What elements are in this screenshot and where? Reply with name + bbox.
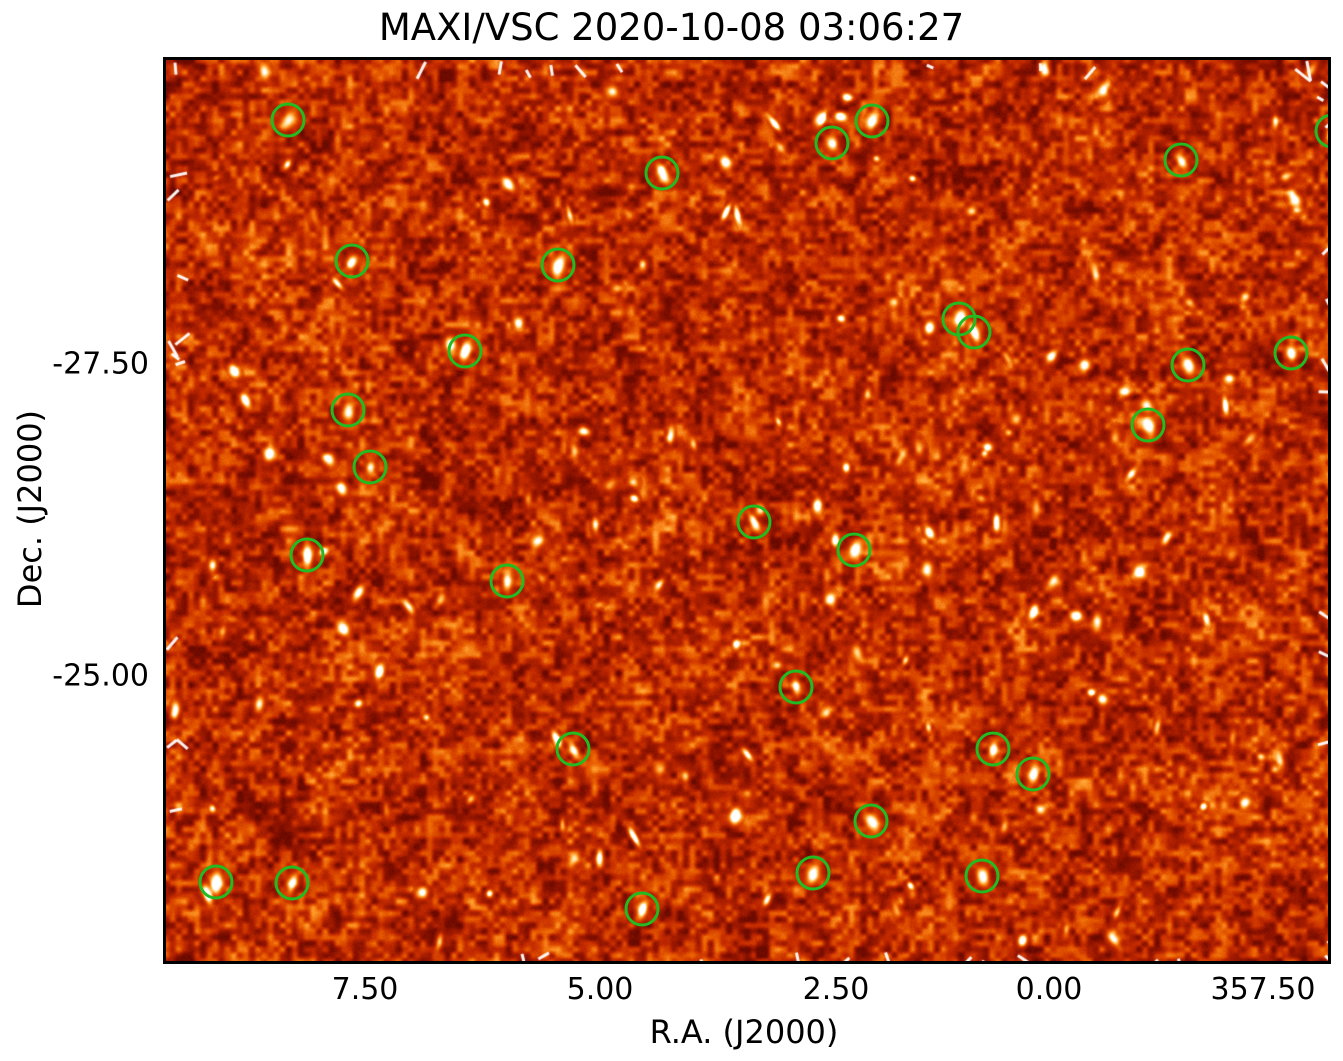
source-marker-circle[interactable]	[352, 449, 388, 485]
source-marker-circle[interactable]	[778, 669, 814, 705]
y-axis-label: Dec. (J2000)	[11, 409, 49, 609]
source-marker-circle[interactable]	[814, 125, 850, 161]
source-marker-circle[interactable]	[644, 155, 680, 191]
source-marker-circle[interactable]	[447, 333, 483, 369]
source-marker-circle[interactable]	[555, 731, 591, 767]
source-marker-circle[interactable]	[1163, 142, 1199, 178]
x-tick-label: 7.50	[331, 972, 399, 1007]
sky-image-canvas	[166, 60, 1328, 961]
source-marker-circle[interactable]	[854, 103, 890, 139]
source-marker-overlay	[198, 102, 1328, 927]
source-marker-circle[interactable]	[836, 532, 872, 568]
source-marker-circle[interactable]	[795, 855, 831, 891]
source-marker-circle[interactable]	[334, 243, 370, 279]
source-marker-circle[interactable]	[274, 865, 310, 901]
source-marker-circle[interactable]	[853, 803, 889, 839]
source-marker-circle[interactable]	[270, 102, 306, 138]
y-tick-label: -27.50	[52, 346, 149, 382]
sky-image-axes[interactable]	[163, 57, 1331, 964]
source-marker-circle[interactable]	[198, 864, 234, 900]
source-marker-circle[interactable]	[736, 504, 772, 540]
x-tick-label: 5.00	[566, 972, 634, 1007]
source-marker-circle[interactable]	[624, 891, 660, 927]
source-marker-circle[interactable]	[975, 731, 1011, 767]
source-marker-circle[interactable]	[1015, 756, 1051, 792]
source-marker-circle[interactable]	[956, 314, 992, 350]
source-marker-circle[interactable]	[1314, 113, 1328, 149]
source-marker-circle[interactable]	[1170, 347, 1206, 383]
page-title: MAXI/VSC 2020-10-08 03:06:27	[378, 6, 965, 49]
x-axis-label: R.A. (J2000)	[649, 1013, 839, 1051]
source-marker-circle[interactable]	[330, 392, 366, 428]
source-marker-circle[interactable]	[540, 247, 576, 283]
source-marker-circle[interactable]	[1130, 407, 1166, 443]
source-marker-circle[interactable]	[1273, 335, 1309, 371]
x-tick-label: 0.00	[1015, 972, 1083, 1007]
y-tick-label: -25.00	[52, 658, 149, 694]
source-marker-circle[interactable]	[289, 537, 325, 573]
source-marker-circle[interactable]	[964, 858, 1000, 894]
x-tick-label: 2.50	[802, 972, 870, 1007]
x-tick-label: 357.50	[1210, 972, 1316, 1007]
source-marker-circle[interactable]	[489, 563, 525, 599]
